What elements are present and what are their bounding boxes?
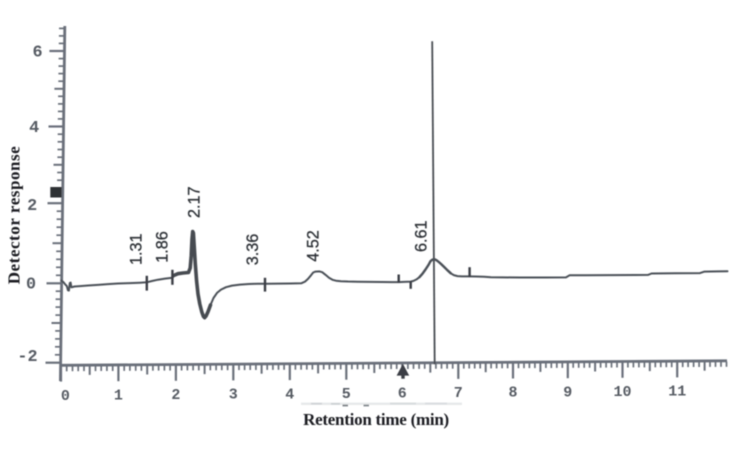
- svg-text:9: 9: [563, 384, 572, 401]
- svg-text:6: 6: [32, 43, 42, 62]
- svg-text:Detector response: Detector response: [4, 146, 23, 285]
- svg-text:3: 3: [229, 387, 238, 404]
- svg-text:1.86: 1.86: [154, 231, 172, 263]
- svg-text:2: 2: [27, 197, 37, 216]
- svg-text:3.36: 3.36: [244, 234, 262, 266]
- svg-text:6: 6: [398, 386, 407, 403]
- svg-text:0: 0: [61, 388, 70, 405]
- svg-text:2: 2: [171, 387, 180, 404]
- svg-text:-2: -2: [17, 348, 37, 367]
- svg-text:8: 8: [508, 385, 517, 402]
- svg-text:0: 0: [26, 275, 36, 294]
- svg-text:4: 4: [29, 119, 39, 138]
- svg-text:Retention time (min): Retention time (min): [303, 410, 449, 429]
- svg-text:2.17: 2.17: [186, 187, 204, 219]
- svg-text:6.61: 6.61: [412, 221, 430, 253]
- svg-text:10: 10: [613, 384, 631, 401]
- svg-text:11: 11: [668, 384, 686, 401]
- svg-text:4.52: 4.52: [305, 230, 323, 262]
- svg-text:5: 5: [342, 386, 351, 403]
- svg-text:7: 7: [454, 385, 463, 402]
- svg-text:1.31: 1.31: [128, 234, 146, 266]
- svg-text:1: 1: [114, 387, 123, 404]
- svg-text:4: 4: [285, 386, 294, 403]
